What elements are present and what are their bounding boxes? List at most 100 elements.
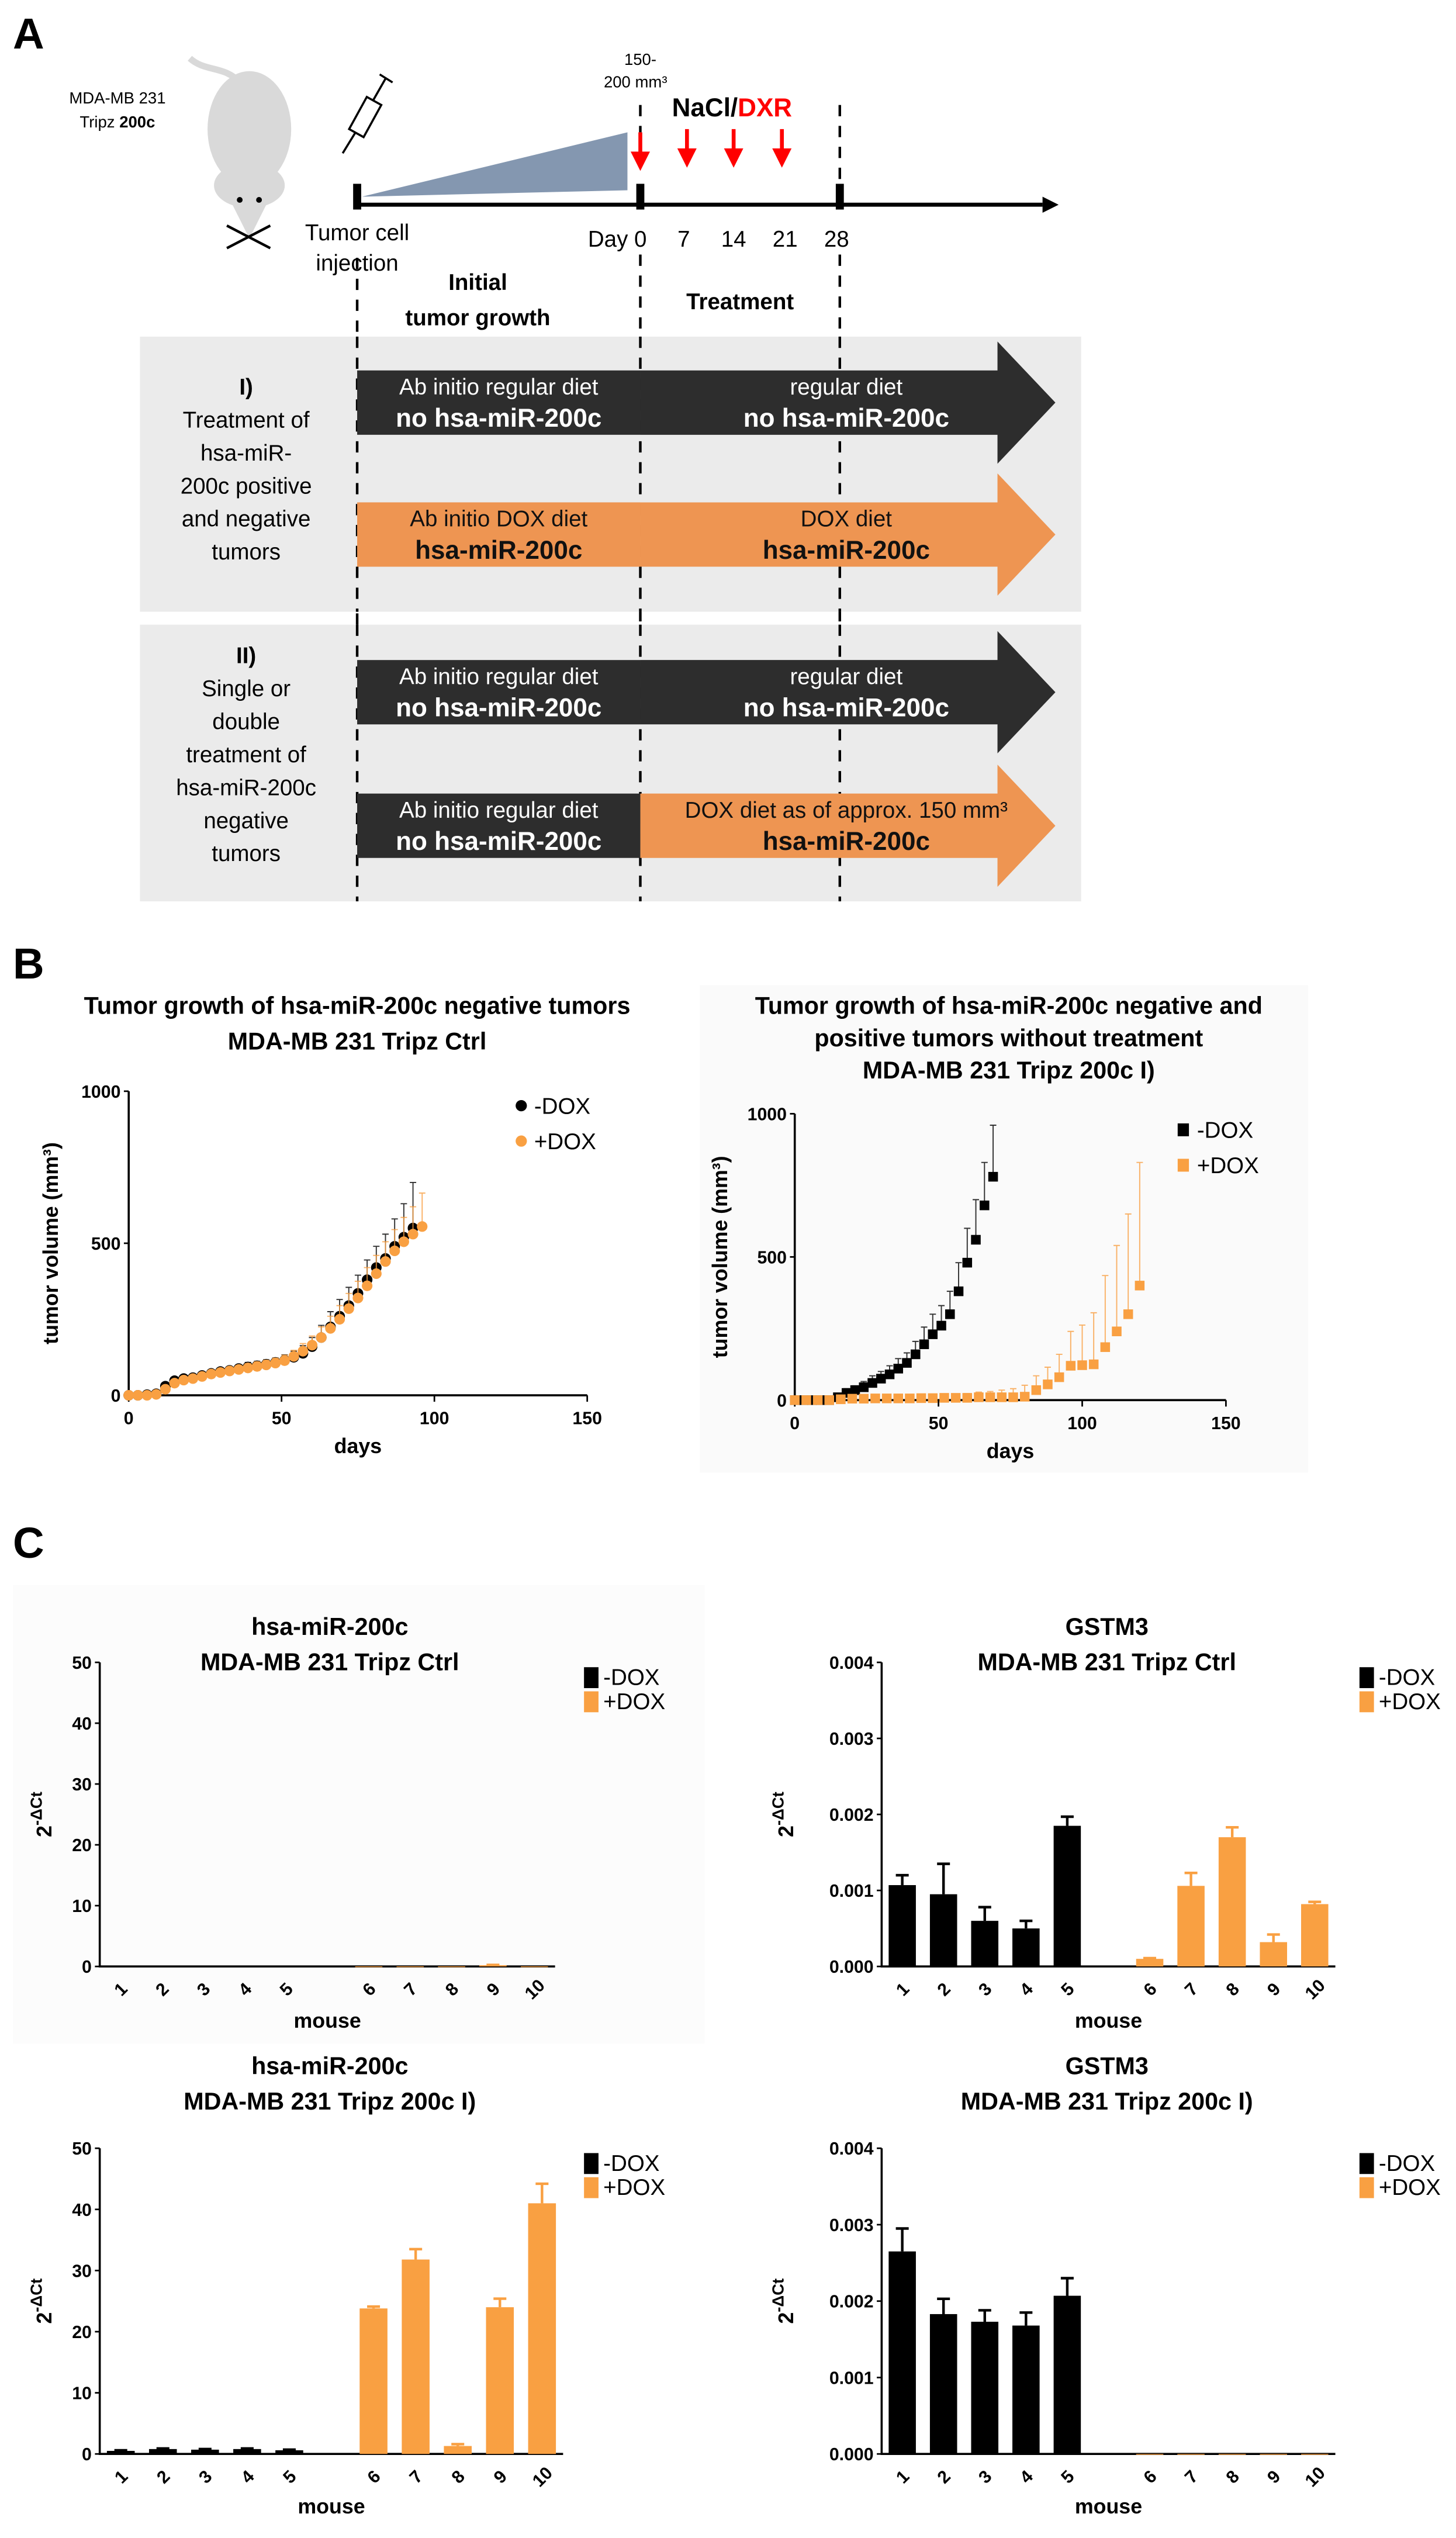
y-axis-label: 2-ΔCt bbox=[27, 2278, 57, 2324]
y-tick-label: 0 bbox=[111, 1386, 121, 1406]
data-point bbox=[206, 1368, 217, 1379]
y-tick-label: 0 bbox=[82, 1958, 92, 1977]
y-tick-label: 0.003 bbox=[829, 2216, 874, 2235]
data-point bbox=[178, 1374, 189, 1386]
data-point bbox=[407, 1229, 419, 1240]
group-label-line: I) bbox=[239, 375, 253, 400]
diet-arrow-initial-segment bbox=[357, 370, 641, 435]
data-point bbox=[398, 1236, 409, 1247]
data-point bbox=[870, 1394, 880, 1403]
data-point bbox=[334, 1313, 345, 1325]
diet-label: Ab initio regular diet bbox=[399, 798, 599, 823]
data-point bbox=[132, 1389, 143, 1401]
x-tick-label: 8 bbox=[448, 2467, 469, 2487]
y-axis-label-base: 2 bbox=[33, 1825, 56, 1837]
legend-swatch bbox=[1359, 1691, 1374, 1713]
data-point bbox=[288, 1351, 299, 1362]
legend-label: +DOX bbox=[1379, 2175, 1441, 2200]
chart-title: GSTM3 bbox=[1066, 2053, 1149, 2080]
error-bar bbox=[1067, 1330, 1074, 1366]
data-point bbox=[169, 1378, 180, 1389]
bar-plus-dox bbox=[402, 2259, 430, 2454]
bar-minus-dox bbox=[106, 1966, 134, 1968]
bar-plus-dox bbox=[359, 2308, 388, 2454]
data-point bbox=[867, 1378, 877, 1388]
y-axis-label: 2-ΔCt bbox=[27, 1792, 57, 1837]
x-axis-label: days bbox=[334, 1434, 382, 1458]
x-tick-label: 3 bbox=[975, 2467, 995, 2487]
error-bar bbox=[451, 2443, 465, 2446]
data-point bbox=[1135, 1281, 1145, 1291]
data-point bbox=[306, 1340, 318, 1351]
chart-mir200c-ctrl: hsa-miR-200c MDA-MB 231 Tripz Ctrl 0 10 20 30… bbox=[27, 1613, 666, 2032]
data-point bbox=[371, 1268, 382, 1280]
data-point bbox=[316, 1332, 327, 1343]
y-tick-label: 0.004 bbox=[829, 1654, 874, 1673]
error-bar bbox=[1060, 2277, 1074, 2296]
legend-label: -DOX bbox=[534, 1094, 590, 1119]
x-tick-label: 4 bbox=[1016, 2467, 1037, 2487]
y-tick-label: 10 bbox=[72, 2384, 92, 2404]
data-point bbox=[1031, 1385, 1042, 1395]
mirna-status-label: hsa-miR-200c bbox=[763, 827, 930, 856]
bar-minus-dox bbox=[148, 2449, 177, 2454]
y-axis-label-exponent: -ΔCt bbox=[27, 1792, 46, 1825]
x-tick-label: 2 bbox=[153, 2467, 174, 2487]
x-tick-label: 9 bbox=[490, 2467, 511, 2487]
group-label-line: and negative bbox=[182, 507, 311, 532]
data-point bbox=[974, 1392, 984, 1402]
data-point bbox=[1066, 1361, 1076, 1371]
data-point bbox=[261, 1359, 272, 1371]
bar-minus-dox bbox=[275, 2450, 303, 2454]
day-label-21: 21 bbox=[773, 227, 798, 252]
y-axis-label: tumor volume (mm³) bbox=[39, 1142, 63, 1344]
x-tick-label: 4 bbox=[1016, 1979, 1037, 2000]
y-tick-label: 30 bbox=[72, 2262, 92, 2281]
bar-minus-dox bbox=[272, 1966, 300, 1968]
group-label-line: double bbox=[212, 710, 280, 735]
bar-minus-dox bbox=[971, 1921, 999, 1967]
error-bar bbox=[1308, 1900, 1322, 1904]
legend-marker bbox=[1177, 1123, 1189, 1136]
legend-label: +DOX bbox=[1379, 1689, 1441, 1714]
error-bar bbox=[1102, 1275, 1109, 1347]
diet-label: Ab initio regular diet bbox=[399, 375, 599, 400]
y-tick-label: 500 bbox=[757, 1248, 787, 1267]
data-point bbox=[325, 1323, 336, 1334]
bar-plus-dox bbox=[1136, 1959, 1164, 1967]
chart-mir200c-200c: hsa-miR-200c MDA-MB 231 Tripz 200c I) 0 10 2… bbox=[27, 2053, 666, 2518]
y-axis-label-base: 2 bbox=[33, 2312, 56, 2324]
group-label-line: II) bbox=[236, 644, 256, 669]
error-bar bbox=[937, 2297, 950, 2314]
data-point bbox=[847, 1394, 857, 1404]
data-point bbox=[1123, 1309, 1133, 1319]
legend-swatch bbox=[584, 1667, 599, 1689]
y-tick-label: 40 bbox=[72, 2201, 92, 2220]
chart-title: positive tumors without treatment bbox=[814, 1025, 1203, 1052]
mirna-status-label: hsa-miR-200c bbox=[415, 536, 582, 565]
error-bar bbox=[1226, 1825, 1239, 1838]
bar-minus-dox bbox=[148, 1966, 176, 1968]
error-bar bbox=[493, 2297, 507, 2308]
bar-minus-dox bbox=[1053, 2295, 1081, 2454]
diet-arrow-initial-segment bbox=[357, 502, 641, 567]
x-tick-label: 6 bbox=[1140, 1979, 1160, 2000]
data-point bbox=[884, 1369, 895, 1379]
error-bar bbox=[990, 1125, 997, 1177]
chart-title: hsa-miR-200c bbox=[251, 1613, 408, 1640]
bar-plus-dox bbox=[1260, 1942, 1288, 1967]
group-label-line: 200c positive bbox=[181, 473, 312, 499]
error-bar bbox=[1060, 1815, 1074, 1826]
data-point bbox=[1043, 1379, 1053, 1389]
data-point bbox=[1088, 1359, 1099, 1370]
data-point bbox=[997, 1392, 1007, 1402]
data-point bbox=[962, 1393, 973, 1403]
panel-a: A MDA-MB 231 Tripz 200c bbox=[13, 9, 1081, 902]
x-tick-label: 1 bbox=[893, 2467, 913, 2487]
y-tick-label: 0.001 bbox=[829, 1882, 874, 1901]
data-point bbox=[876, 1374, 886, 1384]
legend-label: -DOX bbox=[1379, 2151, 1435, 2176]
x-tick-label: 5 bbox=[279, 2467, 300, 2487]
chart-title: Tumor growth of hsa-miR-200c negative tu… bbox=[84, 993, 631, 1019]
error-bar bbox=[1143, 1956, 1157, 1960]
